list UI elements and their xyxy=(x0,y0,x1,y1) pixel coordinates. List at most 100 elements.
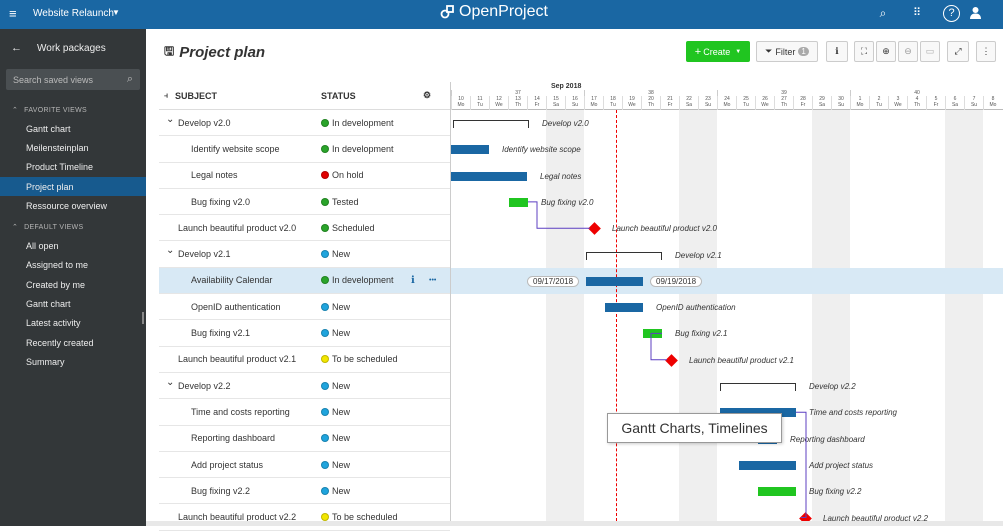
row-subject[interactable]: Develop v2.1 xyxy=(178,249,231,260)
table-row[interactable]: Launch beautiful product v2.2 To be sched… xyxy=(159,504,450,531)
filter-button[interactable]: ⏷ Filter 1 xyxy=(756,41,818,62)
user-icon[interactable] xyxy=(966,6,984,22)
table-row[interactable]: Bug fixing v2.2 New xyxy=(159,478,450,505)
table-row[interactable]: ⌄ Develop v2.1 New xyxy=(159,241,450,268)
row-subject[interactable]: Develop v2.0 xyxy=(178,117,231,128)
row-status[interactable]: Tested xyxy=(321,197,359,207)
row-status[interactable]: In development xyxy=(321,118,394,128)
table-row[interactable]: Legal notes On hold xyxy=(159,163,450,189)
row-subject[interactable]: OpenID authentication xyxy=(191,301,281,312)
gantt-group-bracket[interactable] xyxy=(720,383,796,391)
row-status[interactable]: New xyxy=(321,328,350,338)
page-title[interactable]: 🖫 Project plan xyxy=(164,42,265,63)
chevron-down-icon[interactable]: ⌄ xyxy=(166,245,175,257)
row-subject[interactable]: Develop v2.2 xyxy=(178,380,231,391)
row-subject[interactable]: Add project status xyxy=(191,459,264,470)
fullscreen-icon[interactable]: ⤢ xyxy=(947,41,969,62)
row-subject[interactable]: Launch beautiful product v2.0 xyxy=(178,222,297,233)
row-status[interactable]: On hold xyxy=(321,170,364,180)
sidebar-item-favorite[interactable]: Gantt chart xyxy=(26,123,71,134)
gantt-group-bracket[interactable] xyxy=(453,120,529,128)
gantt-bar[interactable] xyxy=(720,408,796,418)
row-subject[interactable]: Availability Calendar xyxy=(191,275,273,286)
row-subject[interactable]: Launch beautiful product v2.1 xyxy=(178,354,297,365)
row-status[interactable]: Scheduled xyxy=(321,223,375,233)
sidebar-item-favorite[interactable]: Ressource overview xyxy=(26,200,108,211)
sidebar-item-favorite[interactable]: Product Timeline xyxy=(26,162,94,173)
table-row[interactable]: ⌄ Develop v2.2 New xyxy=(159,373,450,400)
row-status[interactable]: New xyxy=(321,486,350,496)
resize-handle[interactable] xyxy=(142,312,144,324)
hamburger-menu-icon[interactable]: ≡ xyxy=(9,6,17,21)
gantt-bar[interactable] xyxy=(586,276,643,286)
table-row[interactable]: Identify website scope In development xyxy=(159,136,450,163)
table-row[interactable]: Launch beautiful product v2.1 To be sched… xyxy=(159,347,450,373)
row-status[interactable]: New xyxy=(321,460,350,470)
back-to-work-packages[interactable]: ← Work packages xyxy=(0,29,146,67)
row-status[interactable]: New xyxy=(321,381,350,391)
sidebar-item-default[interactable]: Latest activity xyxy=(26,318,81,329)
sidebar-item-default[interactable]: Gantt chart xyxy=(26,299,71,310)
gantt-bar[interactable] xyxy=(758,487,796,497)
zoom-auto-icon[interactable]: ⛶ xyxy=(854,41,874,62)
column-header-status[interactable]: STATUS xyxy=(321,90,356,101)
table-row[interactable]: Launch beautiful product v2.0 Scheduled xyxy=(159,215,450,242)
caret-down-icon[interactable]: ▼ xyxy=(112,8,120,17)
row-status[interactable]: In development xyxy=(321,144,394,154)
gantt-bar[interactable] xyxy=(643,329,662,339)
table-row[interactable]: Bug fixing v2.1 New xyxy=(159,320,450,347)
table-row[interactable]: Add project status New xyxy=(159,452,450,479)
table-row[interactable]: OpenID authentication New xyxy=(159,294,450,321)
hierarchy-icon[interactable]: ⫞ xyxy=(164,90,168,100)
table-row[interactable]: Bug fixing v2.0 Tested xyxy=(159,189,450,216)
gantt-bar[interactable] xyxy=(739,460,796,470)
project-selector[interactable]: Website Relaunch xyxy=(33,8,114,19)
zoom-in-icon[interactable]: ⊕ xyxy=(876,41,896,62)
horizontal-scrollbar[interactable] xyxy=(146,521,1003,526)
row-subject[interactable]: Bug fixing v2.0 xyxy=(191,196,251,207)
favorite-views-header[interactable]: ⌃ FAVORITE VIEWS xyxy=(0,98,146,119)
saved-views-search[interactable]: Search saved views ⌕ xyxy=(6,69,140,90)
help-icon[interactable]: ? xyxy=(943,5,960,22)
table-row[interactable]: Time and costs reporting New xyxy=(159,399,450,426)
row-subject[interactable]: Bug fixing v2.2 xyxy=(191,485,251,496)
gantt-milestone[interactable] xyxy=(665,353,678,367)
row-subject[interactable]: Reporting dashboard xyxy=(191,433,276,444)
column-header-subject[interactable]: SUBJECT xyxy=(175,90,218,101)
row-status[interactable]: To be scheduled xyxy=(321,354,398,364)
table-row[interactable]: Reporting dashboard New xyxy=(159,426,450,452)
save-icon[interactable]: 🖫 xyxy=(164,44,175,58)
chevron-down-icon[interactable]: ⌄ xyxy=(166,376,175,388)
timeline-icon[interactable]: ▭ xyxy=(920,41,940,62)
row-status[interactable]: In development xyxy=(321,275,394,285)
more-icon[interactable]: ••• xyxy=(429,276,437,284)
gantt-bar[interactable] xyxy=(451,145,489,155)
row-status[interactable]: New xyxy=(321,433,350,443)
info-icon[interactable]: ℹ xyxy=(826,41,848,62)
row-subject[interactable]: Legal notes xyxy=(191,170,238,181)
info-icon[interactable]: ℹ xyxy=(411,274,415,286)
row-subject[interactable]: Bug fixing v2.1 xyxy=(191,328,251,339)
row-subject[interactable]: Time and costs reporting xyxy=(191,406,290,417)
row-subject[interactable]: Identify website scope xyxy=(191,143,280,154)
sidebar-item-default[interactable]: Assigned to me xyxy=(26,260,89,271)
sidebar-item-default[interactable]: Recently created xyxy=(26,337,94,348)
chevron-down-icon[interactable]: ⌄ xyxy=(166,114,175,125)
table-row[interactable]: Availability Calendar In development ℹ ••• xyxy=(159,267,450,295)
gantt-bar[interactable] xyxy=(451,171,527,181)
table-row[interactable]: ⌄ Develop v2.0 In development xyxy=(159,110,450,137)
zoom-out-icon[interactable]: ⊖ xyxy=(898,41,918,62)
create-button[interactable]: + Create ▼ xyxy=(686,41,750,62)
row-status[interactable]: New xyxy=(321,249,350,259)
row-status[interactable]: New xyxy=(321,302,350,312)
sidebar-item-default[interactable]: All open xyxy=(26,241,59,252)
default-views-header[interactable]: ⌃ DEFAULT VIEWS xyxy=(0,215,146,236)
gantt-group-bracket[interactable] xyxy=(586,251,662,260)
settings-gear-icon[interactable]: ⚙ xyxy=(423,90,432,100)
sidebar-item-favorite[interactable]: Meilensteinplan xyxy=(26,142,89,153)
sidebar-item-favorite[interactable]: Project plan xyxy=(0,176,146,197)
grid-icon[interactable]: ⠿ xyxy=(912,7,922,19)
sidebar-item-default[interactable]: Summary xyxy=(26,356,65,367)
row-subject[interactable]: Launch beautiful product v2.2 xyxy=(178,512,297,523)
openproject-logo[interactable]: OpenProject xyxy=(440,3,548,21)
